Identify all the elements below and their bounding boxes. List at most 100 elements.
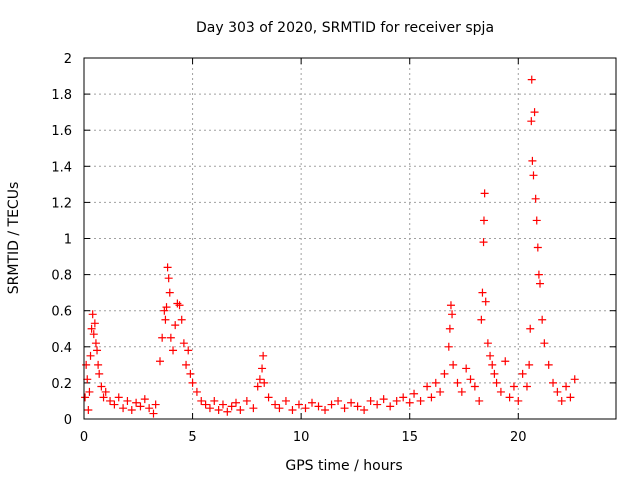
data-point [505, 393, 514, 402]
data-point [526, 324, 535, 333]
data-point [379, 395, 388, 404]
data-point [182, 360, 191, 369]
axes: 00.20.40.60.811.21.41.61.820 5 10 15 20 [51, 52, 616, 445]
data-point [99, 393, 108, 402]
data-point [201, 400, 210, 409]
data-point [334, 396, 343, 405]
data-point [149, 409, 158, 418]
data-point [347, 398, 356, 407]
data-point [490, 369, 499, 378]
x-tick-label: 20 [510, 430, 527, 445]
data-point [501, 357, 510, 366]
data-point [321, 405, 330, 414]
data-point [481, 297, 490, 306]
data-point [145, 404, 154, 413]
data-point [478, 288, 487, 297]
data-point [140, 395, 149, 404]
data-point [205, 404, 214, 413]
y-tick-label: 0.8 [51, 269, 72, 284]
data-point [89, 330, 98, 339]
data-point [448, 310, 457, 319]
data-point [162, 303, 171, 312]
data-point [165, 288, 174, 297]
data-point [218, 400, 227, 409]
data-point [132, 398, 141, 407]
data-point [179, 339, 188, 348]
x-tick-label: 0 [80, 430, 88, 445]
data-point [166, 333, 175, 342]
x-axis-label: GPS time / hours [285, 458, 402, 474]
data-point [423, 382, 432, 391]
data-point [151, 400, 160, 409]
y-tick-label: 0.2 [51, 377, 72, 392]
data-point [192, 387, 201, 396]
data-point [164, 274, 173, 283]
data-point [470, 382, 479, 391]
y-tick-label: 0 [64, 413, 72, 428]
data-point [528, 156, 537, 165]
data-point [509, 382, 518, 391]
data-point [86, 351, 95, 360]
data-point [440, 369, 449, 378]
data-point [549, 378, 558, 387]
data-point [427, 393, 436, 402]
y-tick-label: 2 [64, 52, 72, 67]
data-point [308, 398, 316, 407]
y-tick-label: 0.6 [51, 305, 72, 320]
data-point [173, 299, 182, 308]
data-point [457, 387, 466, 396]
data-point [405, 398, 414, 407]
data-point [264, 393, 273, 402]
data-point [93, 346, 102, 355]
data-point [527, 75, 536, 84]
data-point [259, 351, 268, 360]
data-point [258, 364, 267, 373]
y-tick-label: 0.4 [51, 341, 72, 356]
data-point [197, 396, 206, 405]
data-point [486, 351, 495, 360]
data-point [477, 315, 486, 324]
data-point [271, 400, 280, 409]
data-point [496, 387, 505, 396]
data-point [462, 364, 471, 373]
data-point [260, 378, 269, 387]
data-point [538, 315, 547, 324]
data-point [171, 321, 180, 330]
chart-title: Day 303 of 2020, SRMTID for receiver spj… [196, 20, 494, 36]
grid [84, 58, 616, 419]
data-point [158, 333, 167, 342]
x-tick-label: 15 [401, 430, 418, 445]
data-point [160, 306, 169, 315]
data-point [188, 378, 197, 387]
data-point [223, 407, 232, 416]
data-point [410, 389, 419, 398]
data-point [110, 400, 119, 409]
data-point [557, 396, 566, 405]
data-point [301, 404, 310, 413]
data-point [91, 339, 100, 348]
data-point [540, 339, 549, 348]
data-point [436, 387, 445, 396]
data-point [466, 375, 475, 384]
data-point [530, 108, 539, 117]
data-point [163, 263, 172, 272]
data-point [127, 405, 136, 414]
data-point [97, 382, 106, 391]
data-point [416, 396, 425, 405]
data-point [288, 405, 297, 414]
data-point [446, 301, 455, 310]
data-points [81, 75, 579, 418]
data-point [214, 405, 223, 414]
data-point [514, 396, 523, 405]
data-point [114, 393, 123, 402]
data-point [227, 402, 236, 411]
data-point [566, 393, 575, 402]
data-point [534, 270, 543, 279]
data-point [106, 396, 115, 405]
data-point [177, 315, 186, 324]
data-point [210, 396, 219, 405]
x-tick-label: 5 [188, 430, 196, 445]
y-tick-label: 1 [64, 233, 72, 248]
data-point [518, 369, 527, 378]
data-point [399, 393, 408, 402]
